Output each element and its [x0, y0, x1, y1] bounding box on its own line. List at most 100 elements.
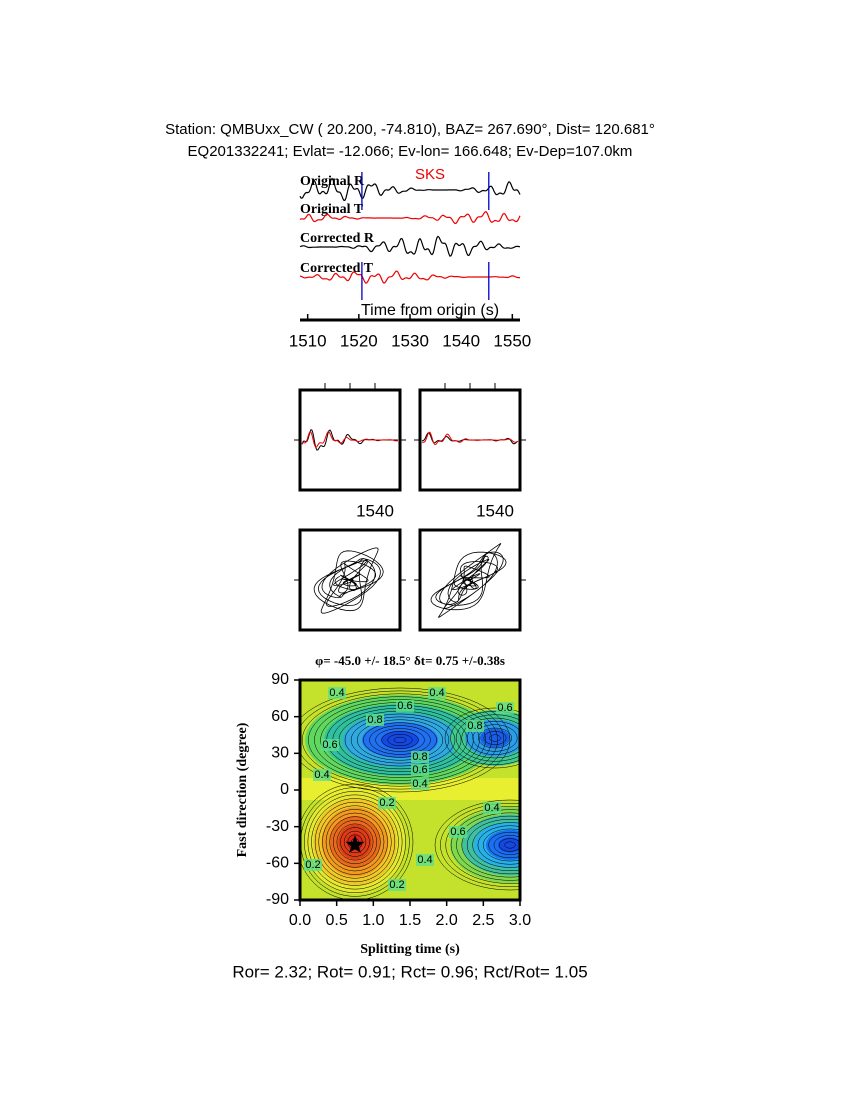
- contour-line: [301, 693, 499, 787]
- particle-motion: [313, 547, 384, 614]
- contour-label-bg: [304, 859, 322, 871]
- footer-stats: Ror= 2.32; Rot= 0.91; Rct= 0.96; Rct/Rot…: [232, 962, 587, 981]
- contour-label: 0.6: [322, 739, 337, 751]
- contour-line: [482, 828, 520, 862]
- contour-line: [499, 838, 520, 852]
- contour-line: [504, 841, 516, 849]
- contour-line: [381, 731, 419, 749]
- contour-label: 0.4: [484, 802, 499, 814]
- y-tick-label: -90: [266, 891, 289, 908]
- contour-line: [472, 724, 518, 752]
- contour-line: [478, 727, 512, 749]
- contour-label: 0.4: [429, 687, 444, 699]
- contour-label-bg: [466, 720, 484, 732]
- contour-label: 0.4: [314, 769, 329, 781]
- contour-line: [472, 822, 520, 868]
- x-tick-label: 1530: [391, 331, 429, 350]
- window-tick-label: 1540: [476, 501, 514, 520]
- contour-label: 0.2: [389, 879, 404, 891]
- contour-line: [450, 711, 520, 765]
- contour-line: [350, 716, 450, 764]
- contour-label-bg: [313, 769, 331, 781]
- contour-line: [336, 823, 374, 861]
- contour-line: [434, 799, 520, 891]
- contour-line: [466, 721, 520, 755]
- contour-line: [444, 707, 520, 769]
- grid-y-label: Fast direction (degree): [235, 722, 250, 857]
- trace-label: Original T: [300, 202, 364, 217]
- contour-line: [466, 819, 520, 871]
- x-tick-label: 3.0: [509, 912, 531, 929]
- waveform: [421, 431, 519, 446]
- misfit-map: 0.4 0.40.6 0.60.8 0.80.60.80.60.40.40.2 0.40…: [300, 680, 520, 900]
- contour-line: [344, 713, 456, 767]
- x-tick-label: 1520: [340, 331, 378, 350]
- contour-label-bg: [378, 797, 396, 809]
- x-axis-label: Time from origin (s): [361, 302, 499, 319]
- y-tick-label: 90: [271, 671, 289, 688]
- contour-line: [461, 815, 520, 875]
- x-tick-label: 0.5: [326, 912, 348, 929]
- contour-label: 0.6: [412, 764, 427, 776]
- contour-label: 0.4: [417, 854, 432, 866]
- waveform: [299, 211, 521, 225]
- contour-label-bg: [328, 687, 346, 699]
- contour-line: [363, 722, 437, 758]
- grid-title: φ= -45.0 +/- 18.5° δt= 0.75 +/-0.38s: [315, 653, 505, 668]
- contour-line: [489, 734, 501, 742]
- phase-label: SKS: [415, 166, 445, 183]
- contour-line: [322, 809, 388, 875]
- contour-label: 0.4: [329, 687, 344, 699]
- x-tick-label: 1540: [442, 331, 480, 350]
- contour-line: [488, 831, 520, 859]
- contour-line: [455, 714, 520, 762]
- x-tick-label: 2.0: [436, 912, 458, 929]
- contour-line: [307, 794, 403, 890]
- waveform: [299, 177, 521, 202]
- contour-label-bg: [496, 702, 514, 714]
- contour-label: 0.8: [412, 751, 427, 763]
- contour-line: [333, 820, 377, 864]
- contour-line: [387, 733, 413, 747]
- best-fit-star: [345, 835, 365, 854]
- y-tick-label: -60: [266, 855, 289, 872]
- trace-label: Corrected R: [300, 231, 375, 246]
- contour-label: 0.6: [497, 702, 512, 714]
- x-tick-label: 2.5: [472, 912, 494, 929]
- contour-line: [393, 736, 407, 744]
- waveform: [421, 432, 519, 445]
- contour-line: [329, 816, 381, 868]
- x-tick-label: 1510: [289, 331, 327, 350]
- x-tick-label: 1550: [493, 331, 531, 350]
- contour-line: [325, 812, 385, 872]
- contour-label-bg: [483, 802, 501, 814]
- contour-line: [300, 687, 511, 793]
- contour-line: [300, 690, 505, 790]
- x-tick-label: 0.0: [289, 912, 311, 929]
- waveform: [299, 270, 520, 284]
- contour-fill: [381, 731, 419, 749]
- contour-label: 0.6: [450, 826, 465, 838]
- window-tick-label: 1540: [356, 501, 394, 520]
- contour-label-bg: [411, 751, 429, 763]
- contour-label: 0.6: [397, 700, 412, 712]
- waveform: [299, 235, 521, 257]
- contour-line: [314, 801, 396, 883]
- contour-label-bg: [388, 879, 406, 891]
- contour-label: 0.2: [379, 797, 394, 809]
- contour-line: [311, 798, 399, 886]
- event-info: EQ201332241; Evlat= -12.066; Ev-lon= 166…: [188, 143, 633, 160]
- contour-line: [477, 825, 520, 865]
- contour-label-bg: [411, 764, 429, 776]
- contour-label-bg: [416, 854, 434, 866]
- contour-line: [440, 802, 520, 888]
- contour-line: [375, 728, 425, 752]
- contour-line: [461, 717, 520, 759]
- grid-x-label: Splitting time (s): [360, 942, 460, 957]
- trace-label: Original R: [300, 174, 365, 189]
- contour-line: [308, 696, 492, 784]
- contour-label-bg: [396, 700, 414, 712]
- contour-label: 0.4: [412, 778, 427, 790]
- y-tick-label: 60: [271, 708, 289, 725]
- waveform: [301, 431, 399, 448]
